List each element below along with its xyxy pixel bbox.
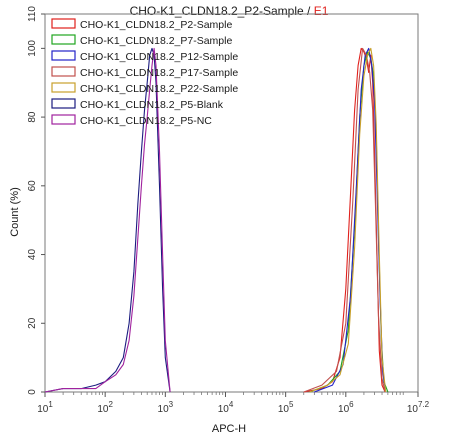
series-line-5 [309, 47, 387, 393]
x-tick-label: 103 [158, 400, 174, 415]
y-tick-label: 80 [27, 111, 38, 123]
series-line-6 [44, 47, 171, 393]
legend-label-1: CHO-K1_CLDN18.2_P2-Sample [80, 19, 232, 31]
legend-label-5: CHO-K1_CLDN18.2_P22-Sample [80, 83, 238, 95]
y-tick-label: 0 [27, 389, 38, 395]
legend-label-2: CHO-K1_CLDN18.2_P7-Sample [80, 35, 232, 47]
y-tick-label: 60 [27, 180, 38, 192]
legend-label-7: CHO-K1_CLDN18.2_P5-NC [80, 115, 212, 127]
x-tick-label: 106 [338, 400, 354, 415]
axes: 0 20 40 60 80 100 110 101 102 103 104 105 106 107.2 [27, 6, 430, 415]
legend-label-4: CHO-K1_CLDN18.2_P17-Sample [80, 67, 238, 79]
legend-swatch-4 [51, 66, 76, 77]
x-axis-label: APC-H [212, 423, 246, 435]
y-tick-label: 110 [27, 6, 38, 22]
series-line-4 [303, 47, 386, 393]
legend-label-6: CHO-K1_CLDN18.2_P5-Blank [80, 99, 224, 111]
legend-swatch-3 [51, 50, 76, 61]
legend: CHO-K1_CLDN18.2_P2-Sample CHO-K1_CLDN18.2… [51, 18, 238, 127]
y-tick-label: 20 [27, 317, 38, 329]
x-tick-label: 104 [218, 400, 234, 415]
legend-swatch-7 [51, 114, 76, 125]
legend-swatch-5 [51, 82, 76, 93]
x-tick-label: 107.2 [407, 400, 430, 415]
series-line-7 [44, 47, 171, 393]
y-tick-label: 40 [27, 249, 38, 261]
series-layer [44, 47, 389, 393]
y-tick-label: 100 [27, 40, 38, 57]
x-tick-label: 102 [97, 400, 113, 415]
x-tick-label: 101 [37, 400, 53, 415]
legend-label-3: CHO-K1_CLDN18.2_P12-Sample [80, 51, 238, 63]
series-line-1 [303, 47, 386, 393]
title-separator: / [307, 4, 311, 18]
legend-swatch-6 [51, 98, 76, 109]
x-tick-label: 105 [278, 400, 294, 415]
legend-swatch-1 [51, 18, 76, 29]
y-axis-label: Count (%) [9, 187, 21, 237]
plot-frame [44, 13, 419, 393]
legend-swatch-2 [51, 34, 76, 45]
